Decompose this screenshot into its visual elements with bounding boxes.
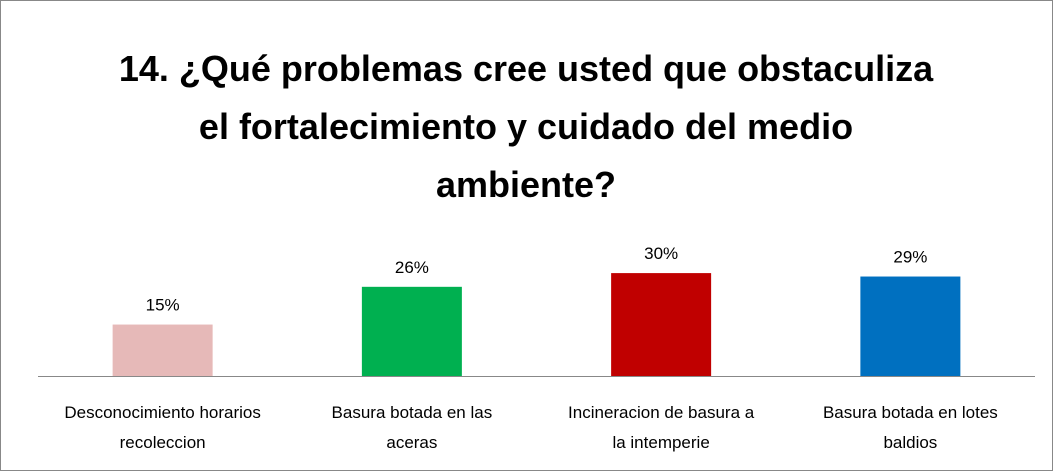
data-label: 15% — [146, 296, 180, 315]
x-tick-label: Incineracion de basura a la intemperie — [568, 403, 755, 452]
x-tick-label: Basura botada en las aceras — [331, 403, 493, 452]
bar — [361, 286, 462, 376]
x-tick-label: Basura botada en lotes baldios — [822, 403, 998, 452]
bar — [860, 276, 961, 376]
data-label: 30% — [644, 244, 678, 263]
x-tick-label: Desconocimiento horarios recoleccion — [64, 403, 261, 452]
chart-title: 14. ¿Qué problemas cree usted que obstac… — [118, 48, 934, 205]
data-label: 29% — [893, 248, 927, 267]
data-label: 26% — [395, 258, 429, 277]
bar — [611, 273, 712, 376]
bar — [112, 324, 213, 376]
